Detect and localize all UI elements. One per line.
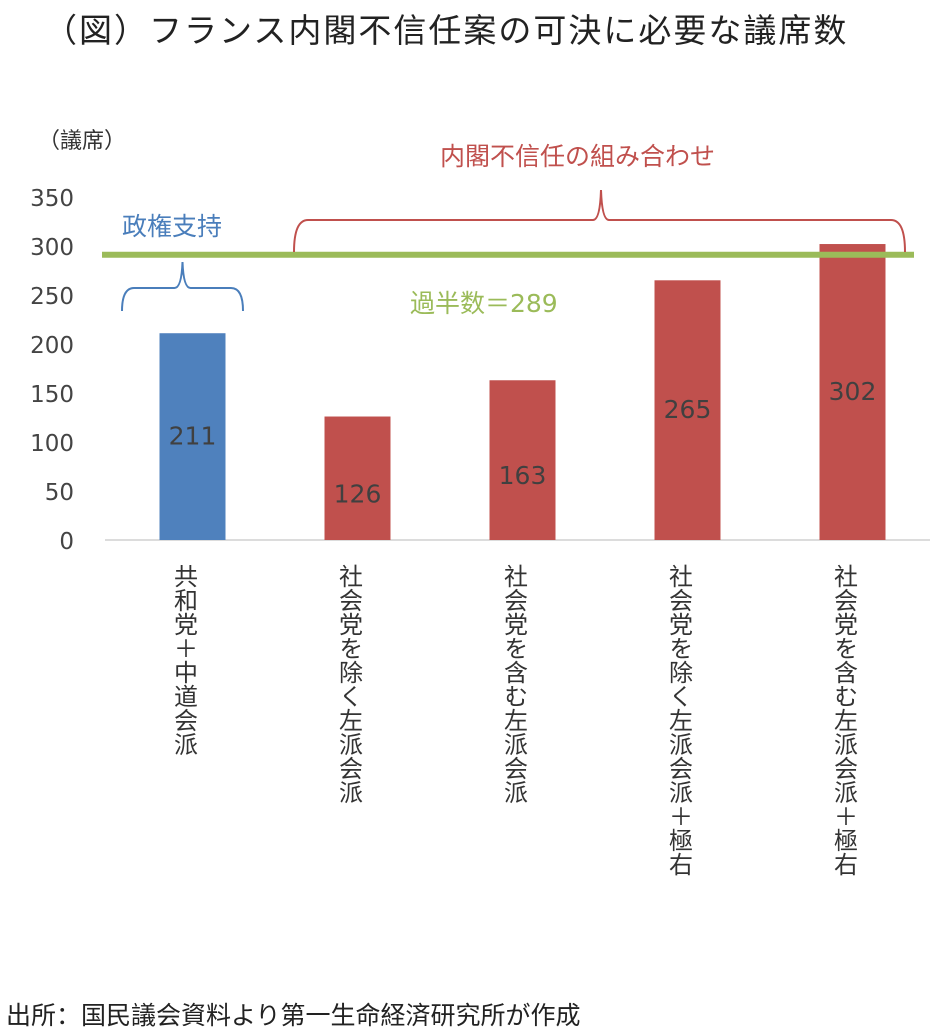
y-tick-label: 300 bbox=[30, 235, 74, 261]
data-label: 211 bbox=[169, 422, 217, 451]
y-tick-label: 150 bbox=[30, 382, 74, 408]
bar bbox=[489, 380, 556, 540]
page-title: （図）フランス内閣不信任案の可決に必要な議席数 bbox=[44, 11, 849, 50]
y-tick-label: 100 bbox=[30, 431, 74, 457]
bar-chart: （議席） 0 50 100 150 200 250 300 350 211 126 163 265 302… bbox=[30, 129, 930, 876]
majority-label: 過半数＝289 bbox=[410, 289, 558, 318]
bar bbox=[654, 280, 721, 540]
data-label: 163 bbox=[499, 461, 547, 490]
y-axis-label: （議席） bbox=[38, 129, 126, 154]
x-category-label: 社会党を含む左派会派 bbox=[500, 564, 528, 804]
no-confidence-brace bbox=[293, 189, 906, 253]
bar bbox=[159, 333, 226, 540]
data-label: 265 bbox=[664, 395, 712, 424]
data-label: 126 bbox=[334, 479, 382, 508]
y-tick-label: 0 bbox=[59, 529, 74, 555]
x-category-label: 共和党＋中道会派 bbox=[170, 564, 198, 756]
bar bbox=[819, 244, 886, 541]
government-label: 政権支持 bbox=[122, 212, 222, 241]
source-note: 出所：国民議会資料より第一生命経済研究所が作成 bbox=[6, 1001, 581, 1030]
y-tick-label: 250 bbox=[30, 284, 74, 310]
x-category-label: 社会党を除く左派会派＋極右 bbox=[665, 564, 693, 876]
y-tick-label: 350 bbox=[30, 186, 74, 212]
government-brace bbox=[121, 261, 244, 312]
x-category-label: 社会党を含む左派会派＋極右 bbox=[830, 564, 858, 876]
x-category-label: 社会党を除く左派会派 bbox=[335, 564, 363, 804]
bar bbox=[324, 416, 391, 540]
data-label: 302 bbox=[829, 377, 877, 406]
no-confidence-label: 内閣不信任の組み合わせ bbox=[440, 142, 715, 171]
y-tick-label: 50 bbox=[45, 480, 74, 506]
y-tick-label: 200 bbox=[30, 333, 74, 359]
